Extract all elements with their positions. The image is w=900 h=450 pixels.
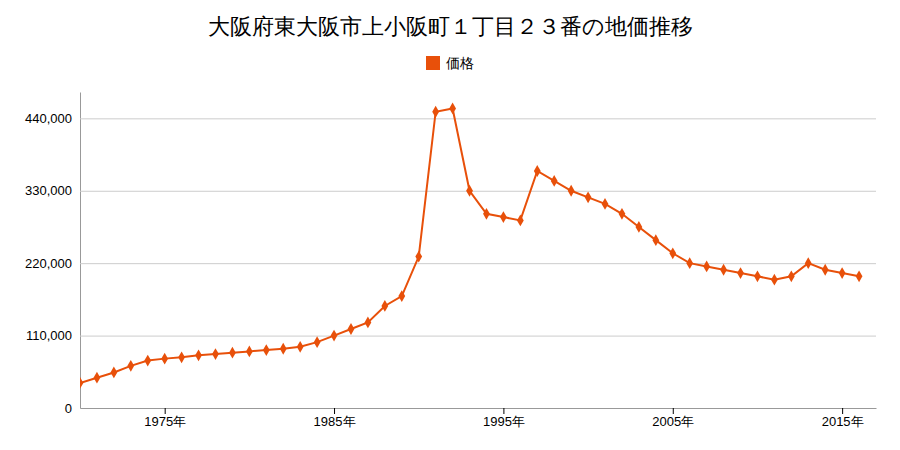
legend-label: 価格 (446, 55, 474, 71)
legend: 価格 (426, 55, 474, 71)
marker (669, 247, 676, 259)
marker (737, 267, 744, 279)
marker (365, 317, 372, 329)
marker (432, 106, 439, 118)
y-tick: 330,000 (25, 183, 876, 198)
x-tick-label: 1985年 (314, 414, 356, 429)
marker (212, 348, 219, 360)
marker (110, 367, 117, 379)
grid-line (80, 336, 876, 337)
marker (822, 264, 829, 276)
marker (331, 330, 338, 342)
marker (517, 214, 524, 226)
title: 大阪府東大阪市上小阪町１丁目２３番の地価推移 (208, 14, 693, 39)
marks (80, 103, 862, 389)
marker (161, 353, 168, 365)
marker (381, 300, 388, 312)
marker (229, 347, 236, 359)
x-tick-label: 1995年 (483, 414, 525, 429)
grid-line (80, 263, 876, 264)
marker (80, 377, 83, 389)
marker (449, 103, 456, 115)
marker (263, 344, 270, 356)
marker (652, 234, 659, 246)
marker (195, 349, 202, 361)
marker (500, 211, 507, 223)
x-tick-label: 2015年 (822, 414, 864, 429)
marker (839, 267, 846, 279)
x-tick: 2005年 (652, 408, 694, 429)
y-tick-label: 330,000 (25, 183, 72, 198)
tick-mark (842, 408, 843, 414)
legend-swatch (426, 56, 440, 70)
marker (94, 372, 101, 384)
marker (483, 208, 490, 220)
tick-mark (165, 408, 166, 414)
line (80, 108, 859, 383)
x-axis-line (81, 408, 877, 409)
marker (398, 290, 405, 302)
marker (314, 336, 321, 348)
tick-mark (673, 408, 674, 414)
tick-mark (334, 408, 335, 414)
marker (280, 343, 287, 355)
marker (585, 191, 592, 203)
marker (568, 185, 575, 197)
marker (635, 221, 642, 233)
marker (788, 270, 795, 282)
marker (348, 323, 355, 335)
x-tick: 1995年 (483, 408, 525, 429)
grid-line (80, 191, 876, 192)
marker (771, 274, 778, 286)
y-tick: 220,000 (25, 256, 876, 271)
x-axis: 1975年 1985年 1995年 2005年 2015年 (81, 408, 877, 429)
marker (551, 175, 558, 187)
y-tick-label: 220,000 (25, 256, 72, 271)
y-axis-line (80, 93, 81, 409)
y-axis: 0 110,000 220,000 330,000 440,000 (25, 93, 876, 416)
marker (127, 360, 134, 372)
x-tick-label: 2005年 (652, 414, 694, 429)
marker (297, 341, 304, 353)
marker (246, 345, 253, 357)
marker (178, 351, 185, 363)
marker (602, 198, 609, 210)
marker (856, 270, 863, 282)
x-tick: 1985年 (314, 408, 356, 429)
y-tick: 110,000 (26, 328, 876, 343)
marker (534, 165, 541, 177)
marker (805, 257, 812, 269)
marker (144, 355, 151, 367)
y-tick-label: 0 (65, 401, 72, 416)
marker (720, 264, 727, 276)
marker (703, 261, 710, 273)
legend-item: 価格 (426, 55, 474, 71)
x-tick: 2015年 (822, 408, 864, 429)
y-tick: 0 (65, 401, 876, 416)
chart: 大阪府東大阪市上小阪町１丁目２３番の地価推移 0 110,000 220,000 330… (0, 0, 900, 450)
y-tick: 440,000 (25, 111, 876, 126)
y-tick-label: 110,000 (26, 328, 72, 343)
marker (686, 257, 693, 269)
x-tick-label: 1975年 (144, 414, 186, 429)
marker (619, 208, 626, 220)
plot: 0110,000220,000330,000440,0001975年1985年1… (25, 93, 877, 430)
marker (415, 251, 422, 263)
grid-line (80, 408, 876, 409)
marker (466, 185, 473, 197)
x-tick: 1975年 (144, 408, 186, 429)
marker (754, 270, 761, 282)
tick-mark (503, 408, 504, 414)
y-tick-label: 440,000 (25, 111, 72, 126)
grid-line (80, 118, 876, 119)
